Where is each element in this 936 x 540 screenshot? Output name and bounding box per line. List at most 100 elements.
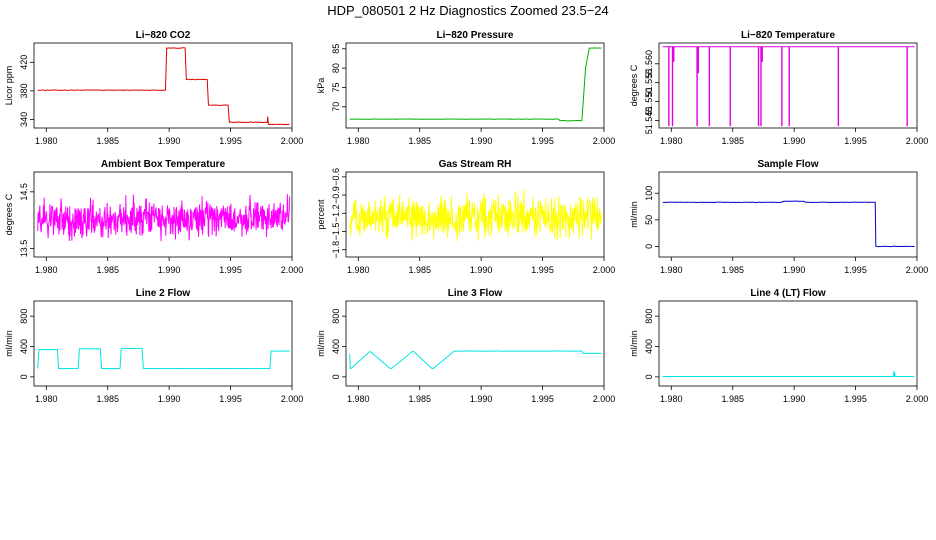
x-tick-label: 1.995 bbox=[219, 265, 242, 275]
x-tick-label: 2.000 bbox=[593, 136, 616, 146]
chart-panel-6: Sample Flow 1.980 1.985 1.990 1.995 2.000 0 50 1… bbox=[629, 159, 928, 275]
y-tick-label: 14.5 bbox=[19, 183, 29, 201]
x-tick-label: 2.000 bbox=[281, 136, 304, 146]
y-tick-label: 0 bbox=[644, 244, 654, 249]
y-tick-label: 0 bbox=[331, 374, 341, 379]
chart-panel-4: Ambient Box Temperature 1.980 1.985 1.990 1.… bbox=[4, 159, 303, 275]
series-line-1 bbox=[37, 347, 290, 370]
y-tick-label: 50 bbox=[644, 215, 654, 225]
x-tick-label: 1.995 bbox=[219, 394, 242, 404]
x-tick-label: 1.985 bbox=[96, 265, 119, 275]
y-tick-label: 400 bbox=[19, 339, 29, 354]
plot-frame bbox=[33, 300, 293, 387]
x-tick-label: 1.985 bbox=[408, 265, 431, 275]
x-tick-label: 1.980 bbox=[347, 265, 370, 275]
y-tick-label: 800 bbox=[19, 309, 29, 324]
y-tick-label: 380 bbox=[19, 83, 29, 98]
y-tick-label: 100 bbox=[644, 186, 654, 201]
x-tick-label: 1.990 bbox=[783, 394, 806, 404]
y-axis-label: ml/min bbox=[4, 330, 14, 357]
plot-frame bbox=[345, 300, 605, 387]
chart-title: Li−820 Pressure bbox=[437, 30, 514, 41]
y-axis-label: Licor ppm bbox=[4, 66, 14, 106]
y-tick-label: 51.555 bbox=[644, 69, 654, 97]
chart-title: Li−820 Temperature bbox=[741, 30, 835, 41]
chart-panel-7: Line 2 Flow 1.980 1.985 1.990 1.995 2.000 0 400… bbox=[4, 288, 303, 404]
y-tick-label: 51.545 bbox=[644, 107, 654, 135]
x-tick-label: 1.995 bbox=[844, 394, 867, 404]
plot-frame bbox=[658, 42, 918, 129]
x-tick-label: 1.980 bbox=[35, 394, 58, 404]
y-axis-label: ml/min bbox=[629, 201, 639, 228]
x-tick-label: 1.980 bbox=[660, 136, 683, 146]
x-tick-label: 1.985 bbox=[408, 136, 431, 146]
series-line-1 bbox=[662, 370, 915, 378]
x-tick-label: 1.990 bbox=[158, 394, 181, 404]
y-axis-label: percent bbox=[316, 199, 326, 230]
x-tick-label: 1.980 bbox=[35, 265, 58, 275]
x-tick-label: 1.990 bbox=[158, 265, 181, 275]
y-axis-label: degrees C bbox=[4, 193, 14, 235]
figure-title: HDP_080501 2 Hz Diagnostics Zoomed 23.5−… bbox=[327, 3, 608, 18]
y-tick-label: 800 bbox=[331, 309, 341, 324]
series-line-1 bbox=[349, 47, 602, 122]
x-tick-label: 1.985 bbox=[408, 394, 431, 404]
y-tick-label: 400 bbox=[644, 339, 654, 354]
y-axis-label: degrees C bbox=[629, 64, 639, 106]
y-tick-label: 0 bbox=[19, 374, 29, 379]
x-tick-label: 1.980 bbox=[347, 136, 370, 146]
series-line-1 bbox=[37, 194, 291, 242]
x-tick-label: 1.985 bbox=[96, 136, 119, 146]
x-tick-label: 1.995 bbox=[219, 136, 242, 146]
chart-panel-1: Li−820 CO2 1.980 1.985 1.990 1.995 2.000 340 38… bbox=[4, 30, 303, 146]
chart-panel-9: Line 4 (LT) Flow 1.980 1.985 1.990 1.995 2.00… bbox=[629, 288, 928, 404]
x-tick-label: 1.990 bbox=[470, 136, 493, 146]
y-tick-label: 340 bbox=[19, 112, 29, 127]
y-tick-label: 75 bbox=[331, 82, 341, 92]
x-tick-label: 2.000 bbox=[281, 394, 304, 404]
x-tick-label: 2.000 bbox=[906, 394, 929, 404]
x-tick-label: 1.995 bbox=[531, 136, 554, 146]
x-tick-label: 2.000 bbox=[906, 136, 929, 146]
x-tick-label: 1.980 bbox=[660, 265, 683, 275]
chart-panel-8: Line 3 Flow 1.980 1.985 1.990 1.995 2.000 0 400… bbox=[316, 288, 615, 404]
chart-title: Gas Stream RH bbox=[439, 159, 512, 170]
x-tick-label: 1.990 bbox=[470, 394, 493, 404]
chart-title: Ambient Box Temperature bbox=[101, 159, 226, 170]
x-tick-label: 1.995 bbox=[531, 265, 554, 275]
plot-frame bbox=[33, 42, 293, 129]
chart-title: Li−820 CO2 bbox=[136, 30, 191, 41]
y-tick-label: 70 bbox=[331, 102, 341, 112]
x-tick-label: 2.000 bbox=[906, 265, 929, 275]
series-line-1 bbox=[349, 189, 603, 242]
plot-frame bbox=[33, 171, 293, 258]
y-tick-label: −1.8 bbox=[331, 241, 341, 259]
chart-panel-3: Li−820 Temperature 1.980 1.985 1.990 1.995 2.… bbox=[629, 30, 928, 146]
x-tick-label: 2.000 bbox=[593, 265, 616, 275]
plot-frame bbox=[658, 171, 918, 258]
y-tick-label: 400 bbox=[331, 339, 341, 354]
series-line-1 bbox=[37, 47, 290, 126]
y-axis-label: ml/min bbox=[316, 330, 326, 357]
chart-title: Line 2 Flow bbox=[136, 288, 191, 299]
y-tick-label: 51.550 bbox=[644, 88, 654, 116]
chart-title: Line 4 (LT) Flow bbox=[750, 288, 826, 299]
x-tick-label: 1.980 bbox=[35, 136, 58, 146]
x-tick-label: 2.000 bbox=[593, 394, 616, 404]
x-tick-label: 1.995 bbox=[844, 136, 867, 146]
y-tick-label: 85 bbox=[331, 44, 341, 54]
x-tick-label: 1.990 bbox=[470, 265, 493, 275]
y-tick-label: −0.9 bbox=[331, 186, 341, 204]
plot-frame bbox=[658, 300, 918, 387]
y-tick-label: 420 bbox=[19, 55, 29, 70]
y-tick-label: −1.2 bbox=[331, 204, 341, 222]
x-tick-label: 1.980 bbox=[347, 394, 370, 404]
x-tick-label: 1.980 bbox=[660, 394, 683, 404]
y-axis-label: ml/min bbox=[629, 330, 639, 357]
y-tick-label: 80 bbox=[331, 63, 341, 73]
x-tick-label: 1.990 bbox=[158, 136, 181, 146]
y-axis-label: kPa bbox=[316, 78, 326, 94]
series-line-1 bbox=[349, 350, 602, 370]
y-tick-label: 51.560 bbox=[644, 50, 654, 78]
